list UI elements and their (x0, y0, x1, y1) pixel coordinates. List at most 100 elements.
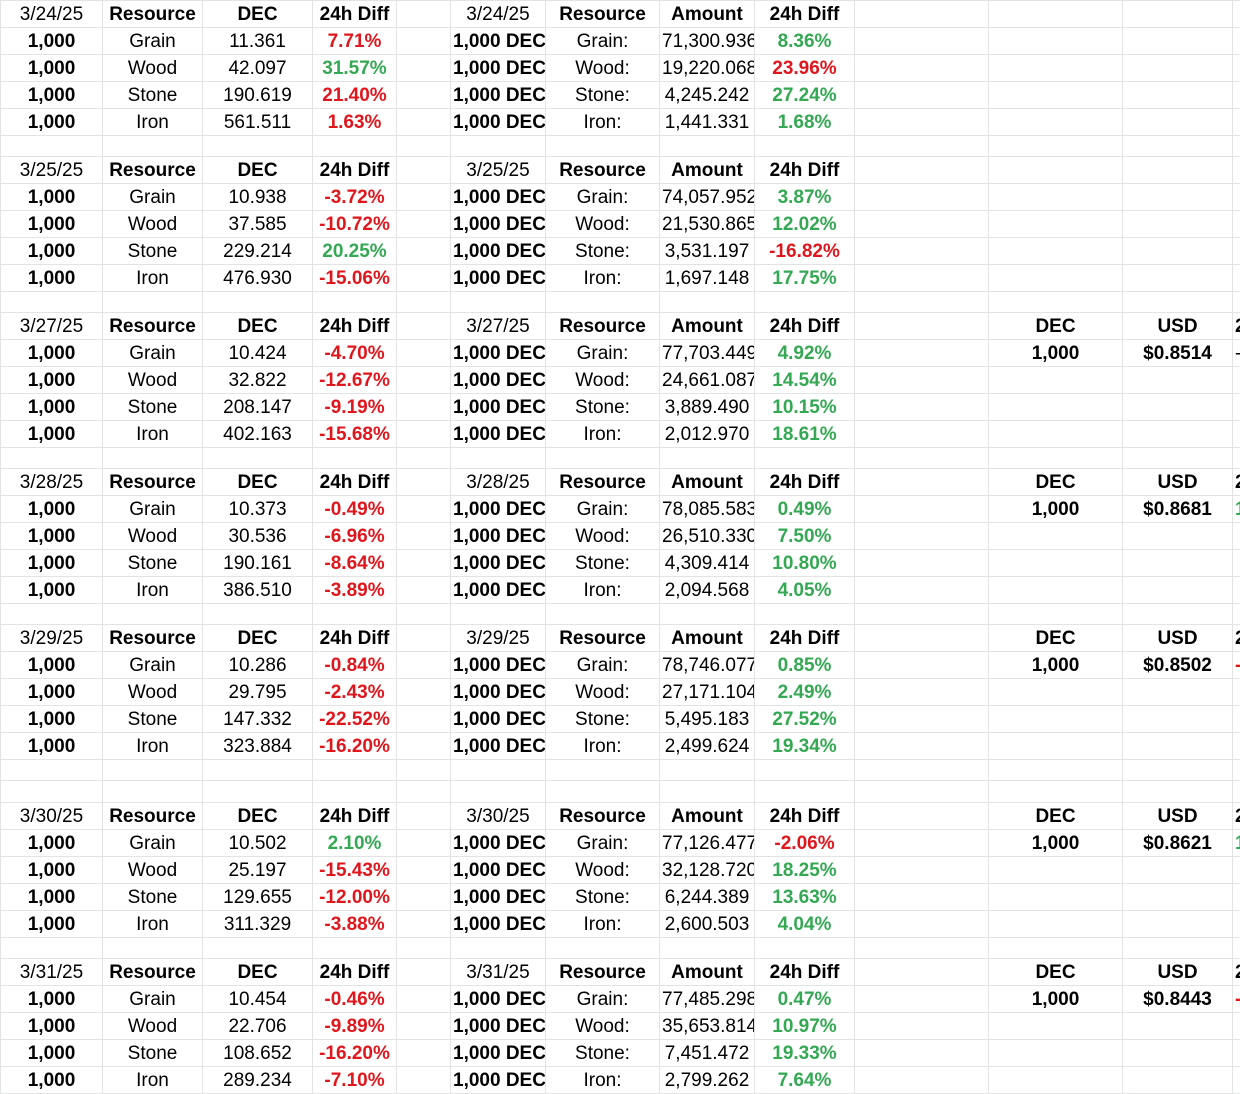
diff-cell[interactable]: -15.06% (313, 265, 397, 292)
diff-cell[interactable]: 4.92% (755, 340, 855, 367)
column-header[interactable]: 24h Diff (1233, 313, 1240, 340)
empty-cell[interactable] (855, 265, 989, 292)
quantity-cell[interactable]: 1,000 (1, 986, 103, 1013)
empty-cell[interactable] (755, 760, 855, 781)
diff-cell[interactable]: -7.10% (313, 1067, 397, 1094)
dec-quantity-cell[interactable]: 1,000 DEC (451, 884, 546, 911)
empty-cell[interactable] (451, 136, 546, 157)
dec-quantity-cell[interactable]: 1,000 DEC (451, 421, 546, 448)
resource-cell[interactable]: Wood (103, 1013, 203, 1040)
column-header[interactable]: 24h Diff (755, 313, 855, 340)
empty-cell[interactable] (397, 857, 451, 884)
empty-cell[interactable] (855, 109, 989, 136)
usd-price-cell[interactable] (1123, 577, 1233, 604)
diff-cell[interactable]: -15.68% (313, 421, 397, 448)
empty-cell[interactable] (989, 781, 1123, 803)
empty-cell[interactable] (313, 781, 397, 803)
usd-dec-cell[interactable] (989, 706, 1123, 733)
quantity-cell[interactable]: 1,000 (1, 857, 103, 884)
usd-dec-cell[interactable]: 1,000 (989, 496, 1123, 523)
diff-cell[interactable]: 8.36% (755, 28, 855, 55)
empty-cell[interactable] (103, 604, 203, 625)
usd-price-cell[interactable] (1123, 911, 1233, 938)
usd-price-cell[interactable] (1123, 550, 1233, 577)
diff-cell[interactable]: -10.72% (313, 211, 397, 238)
usd-diff-cell[interactable] (1233, 550, 1240, 577)
empty-cell[interactable] (660, 604, 755, 625)
dec-price-cell[interactable]: 229.214 (203, 238, 313, 265)
empty-cell[interactable] (397, 1013, 451, 1040)
dec-quantity-cell[interactable]: 1,000 DEC (451, 265, 546, 292)
diff-cell[interactable]: -16.82% (755, 238, 855, 265)
empty-cell[interactable] (1233, 292, 1240, 313)
diff-cell[interactable]: -12.67% (313, 367, 397, 394)
diff-cell[interactable]: 10.80% (755, 550, 855, 577)
resource-cell[interactable]: Grain: (546, 830, 660, 857)
empty-cell[interactable] (855, 421, 989, 448)
amount-cell[interactable]: 7,451.472 (660, 1040, 755, 1067)
empty-cell[interactable] (855, 28, 989, 55)
empty-cell[interactable] (660, 781, 755, 803)
empty-cell[interactable] (313, 760, 397, 781)
dec-price-cell[interactable]: 11.361 (203, 28, 313, 55)
empty-cell[interactable] (1233, 938, 1240, 959)
empty-cell[interactable] (755, 448, 855, 469)
empty-cell[interactable] (855, 136, 989, 157)
resource-cell[interactable]: Iron: (546, 265, 660, 292)
empty-cell[interactable] (203, 136, 313, 157)
column-header[interactable]: DEC (989, 469, 1123, 496)
usd-diff-cell[interactable] (1233, 523, 1240, 550)
resource-cell[interactable]: Grain: (546, 652, 660, 679)
usd-dec-cell[interactable] (989, 82, 1123, 109)
empty-cell[interactable] (1123, 604, 1233, 625)
resource-cell[interactable]: Stone: (546, 1040, 660, 1067)
dec-price-cell[interactable]: 108.652 (203, 1040, 313, 1067)
empty-cell[interactable] (855, 959, 989, 986)
diff-cell[interactable]: 21.40% (313, 82, 397, 109)
empty-cell[interactable] (1123, 136, 1233, 157)
empty-cell[interactable] (397, 652, 451, 679)
dec-quantity-cell[interactable]: 1,000 DEC (451, 1067, 546, 1094)
dec-quantity-cell[interactable]: 1,000 DEC (451, 496, 546, 523)
empty-cell[interactable] (203, 448, 313, 469)
dec-quantity-cell[interactable]: 1,000 DEC (451, 340, 546, 367)
resource-cell[interactable]: Grain (103, 28, 203, 55)
diff-cell[interactable]: 7.64% (755, 1067, 855, 1094)
resource-cell[interactable]: Iron: (546, 733, 660, 760)
empty-cell[interactable] (203, 604, 313, 625)
empty-cell[interactable] (855, 82, 989, 109)
resource-cell[interactable]: Wood: (546, 55, 660, 82)
resource-cell[interactable]: Stone (103, 884, 203, 911)
empty-cell[interactable] (1233, 136, 1240, 157)
usd-dec-cell[interactable] (989, 55, 1123, 82)
empty-cell[interactable] (855, 340, 989, 367)
quantity-cell[interactable]: 1,000 (1, 340, 103, 367)
empty-cell[interactable] (397, 1, 451, 28)
column-header[interactable]: 24h Diff (313, 1, 397, 28)
empty-cell[interactable] (397, 340, 451, 367)
usd-dec-cell[interactable] (989, 550, 1123, 577)
usd-diff-cell[interactable] (1233, 109, 1240, 136)
empty-cell[interactable] (1123, 760, 1233, 781)
usd-dec-cell[interactable] (989, 1040, 1123, 1067)
dec-quantity-cell[interactable]: 1,000 DEC (451, 986, 546, 1013)
dec-price-cell[interactable]: 10.373 (203, 496, 313, 523)
resource-cell[interactable]: Grain: (546, 28, 660, 55)
usd-diff-cell[interactable] (1233, 679, 1240, 706)
usd-price-cell[interactable] (1123, 82, 1233, 109)
empty-cell[interactable] (1233, 157, 1240, 184)
column-header[interactable]: DEC (989, 625, 1123, 652)
usd-price-cell[interactable] (1123, 394, 1233, 421)
amount-cell[interactable]: 24,661.087 (660, 367, 755, 394)
diff-cell[interactable]: 27.24% (755, 82, 855, 109)
empty-cell[interactable] (203, 292, 313, 313)
usd-price-cell[interactable] (1123, 884, 1233, 911)
dec-price-cell[interactable]: 190.161 (203, 550, 313, 577)
column-header[interactable]: 24h Diff (755, 625, 855, 652)
empty-cell[interactable] (855, 313, 989, 340)
empty-cell[interactable] (855, 604, 989, 625)
empty-cell[interactable] (855, 857, 989, 884)
usd-price-cell[interactable]: $0.8681 (1123, 496, 1233, 523)
diff-cell[interactable]: 18.61% (755, 421, 855, 448)
dec-quantity-cell[interactable]: 1,000 DEC (451, 652, 546, 679)
